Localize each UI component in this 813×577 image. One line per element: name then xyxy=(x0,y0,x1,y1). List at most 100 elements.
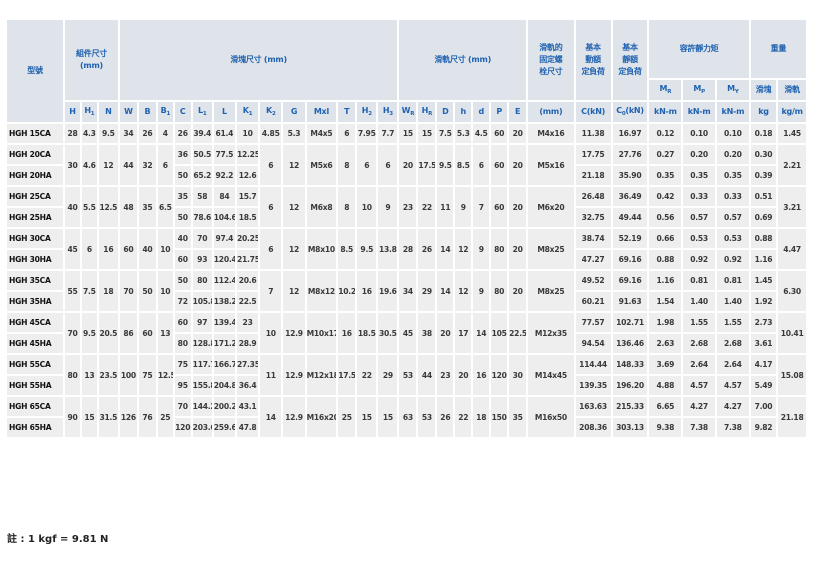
value-cell: 0.51 xyxy=(748,185,779,208)
value-cell: 50 xyxy=(172,206,193,229)
label-sub: P xyxy=(701,88,705,95)
value-cell: 1.54 xyxy=(647,290,684,313)
value-cell: 9.38 xyxy=(647,416,684,439)
header-line: 靜額 xyxy=(622,55,638,64)
value-cell: 10 xyxy=(258,311,284,355)
value-cell: 105 xyxy=(489,311,510,355)
data-row: HGH 45HA80128.8171.228.994.54136.462.632… xyxy=(4,332,807,355)
value-cell: 6 xyxy=(336,122,358,145)
group-header: 容許靜力矩 xyxy=(647,18,751,80)
value-cell: 15 xyxy=(416,122,438,145)
value-cell: 70 xyxy=(190,227,214,250)
value-cell: 12 xyxy=(453,269,474,313)
value-cell: 1.45 xyxy=(776,122,808,145)
column-header: T xyxy=(336,100,358,124)
value-cell: 171.2 xyxy=(211,332,237,355)
label-sub: 3 xyxy=(389,110,393,117)
column-header: L1 xyxy=(190,100,214,124)
value-cell: 34 xyxy=(117,122,139,145)
label-main: D xyxy=(442,107,449,116)
value-cell: 0.10 xyxy=(681,122,717,145)
value-cell: 8 xyxy=(336,143,358,187)
value-cell: 76 xyxy=(136,395,158,439)
group-header: 組件尺寸 (mm) xyxy=(63,18,120,102)
value-cell: 4.6 xyxy=(79,143,99,187)
value-cell: 36.4 xyxy=(234,374,261,397)
value-cell: 20 xyxy=(507,269,529,313)
value-cell: M8x25 xyxy=(526,269,576,313)
value-cell: 72 xyxy=(172,290,193,313)
value-cell: 70 xyxy=(63,311,82,355)
value-cell: 12.9 xyxy=(281,311,307,355)
value-cell: 0.66 xyxy=(647,227,684,250)
data-row: HGH 15CA 28 4.3 9.5 34 26 4 26 39.4 61.4 10 4.85 5.3… xyxy=(4,122,808,145)
group-header: 滑軌尺寸 (mm) xyxy=(397,18,529,102)
value-cell: 23.5 xyxy=(96,353,120,397)
label-main: E xyxy=(515,107,521,116)
header-line: 重量 xyxy=(770,44,787,53)
value-cell: 5.3 xyxy=(453,122,474,145)
value-cell: 35.90 xyxy=(610,164,650,187)
label-main: kN-m xyxy=(654,107,677,116)
value-cell: 7 xyxy=(258,269,284,313)
value-cell: 9 xyxy=(471,269,492,313)
value-cell: 2.63 xyxy=(647,332,684,355)
value-cell: 0.35 xyxy=(681,164,717,187)
label-main: L xyxy=(198,105,203,115)
value-cell: 139.4 xyxy=(211,311,237,334)
value-cell: 7.38 xyxy=(714,416,751,439)
value-cell: 0.35 xyxy=(714,164,751,187)
value-cell: 9.5 xyxy=(96,122,120,145)
data-row: HGH 55CA801323.51007512.575117.7166.727.… xyxy=(4,353,808,397)
value-cell: 90 xyxy=(63,395,82,439)
label-main: K xyxy=(266,105,272,115)
value-cell: M8x10 xyxy=(304,227,339,271)
value-cell: 38.74 xyxy=(573,227,613,250)
label-sub: 1 xyxy=(90,110,95,117)
value-cell: 21.18 xyxy=(776,395,808,439)
value-cell: 215.33 xyxy=(610,395,650,418)
value-cell: 17.5 xyxy=(416,143,438,187)
model-cell: HGH 45HA xyxy=(4,332,66,355)
value-cell: 16 xyxy=(96,227,120,271)
value-cell: 70 xyxy=(117,269,139,313)
value-cell: 7.7 xyxy=(376,122,400,145)
value-cell: 47.8 xyxy=(234,416,261,439)
footnote: 註 : 1 kgf = 9.81 N xyxy=(7,534,109,545)
model-cell: HGH 20CA xyxy=(4,143,66,166)
header-line: (mm) xyxy=(79,61,103,70)
value-cell: 18.5 xyxy=(234,206,261,229)
column-header: h xyxy=(453,100,474,124)
value-cell: 4.27 xyxy=(714,395,751,418)
model-cell: HGH 30HA xyxy=(4,248,66,271)
label-sub: 1 xyxy=(202,110,207,117)
value-cell: 63 xyxy=(397,395,419,439)
value-cell: 144.2 xyxy=(190,395,214,418)
column-header: N xyxy=(96,100,120,124)
column-header: H1 xyxy=(79,100,99,124)
value-cell: 25 xyxy=(155,395,175,439)
model-cell: HGH 65CA xyxy=(4,395,66,418)
label-sub: 0 xyxy=(621,110,626,117)
value-cell: 6 xyxy=(258,143,284,187)
column-header: E xyxy=(507,100,529,124)
value-cell: 6 xyxy=(258,185,284,229)
sub-header: MP xyxy=(681,78,717,102)
label-main: P xyxy=(496,107,502,116)
value-cell: 50.5 xyxy=(190,143,214,166)
value-cell: 47.27 xyxy=(573,248,613,271)
value-cell: 13 xyxy=(155,311,175,355)
value-cell: 1.40 xyxy=(681,290,717,313)
value-cell: 12 xyxy=(281,185,307,229)
value-cell: 208.36 xyxy=(573,416,613,439)
value-cell: 16.97 xyxy=(610,122,650,145)
data-row: HGH 25CA 40 5.5 12.5 48 35 6.5 35 58 84 15.7 6 12 M6x… xyxy=(4,185,808,229)
value-cell: 25 xyxy=(336,395,358,439)
value-cell: 12 xyxy=(96,143,120,187)
label-main: Mxl xyxy=(313,107,329,116)
value-cell: 7.00 xyxy=(748,395,779,418)
label-main: K xyxy=(242,105,249,115)
label-main: L xyxy=(221,107,227,116)
value-cell: 12.5 xyxy=(96,185,120,229)
label-main: kN-m xyxy=(687,107,711,116)
